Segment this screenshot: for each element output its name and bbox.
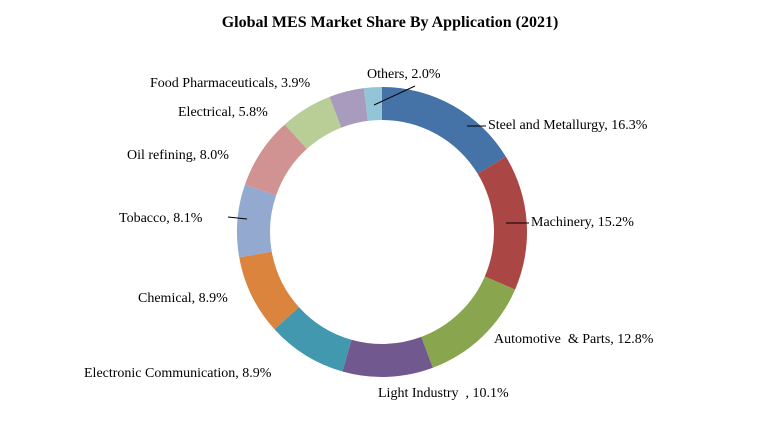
slice-electronic-communication xyxy=(274,307,352,372)
slice-machinery xyxy=(477,156,528,290)
slice-label: Electronic Communication, 8.9% xyxy=(84,366,272,381)
leader-line xyxy=(227,216,248,220)
slice-food-pharmaceuticals xyxy=(329,88,368,128)
leader-lines-group xyxy=(227,85,529,224)
slice-label: Oil refining, 8.0% xyxy=(127,148,229,163)
slices-group xyxy=(237,87,528,377)
slice-others xyxy=(363,87,382,121)
slice-chemical xyxy=(239,251,299,330)
slice-label: Automotive & Parts, 12.8% xyxy=(494,332,654,347)
slice-steel-and-metallurgy xyxy=(382,87,506,174)
leader-line xyxy=(373,85,416,106)
slice-light-industry xyxy=(342,336,433,377)
slice-label: Machinery, 15.2% xyxy=(531,215,634,230)
slice-oil-refining xyxy=(244,124,307,196)
slice-label: Steel and Metallurgy, 16.3% xyxy=(488,118,648,133)
slice-label: Tobacco, 8.1% xyxy=(119,211,203,226)
chart-title: Global MES Market Share By Application (… xyxy=(222,14,559,31)
slice-tobacco xyxy=(237,184,277,258)
slice-label: Light Industry , 10.1% xyxy=(378,386,509,401)
slice-label: Others, 2.0% xyxy=(367,67,441,82)
labels-group: Steel and Metallurgy, 16.3% Machinery, 15… xyxy=(84,67,654,401)
slice-label: Electrical, 5.8% xyxy=(178,105,268,120)
slice-label: Food Pharmaceuticals, 3.9% xyxy=(150,76,311,91)
slice-label: Chemical, 8.9% xyxy=(138,291,228,306)
slice-automotive-parts xyxy=(421,276,516,368)
slice-electrical xyxy=(284,96,342,149)
